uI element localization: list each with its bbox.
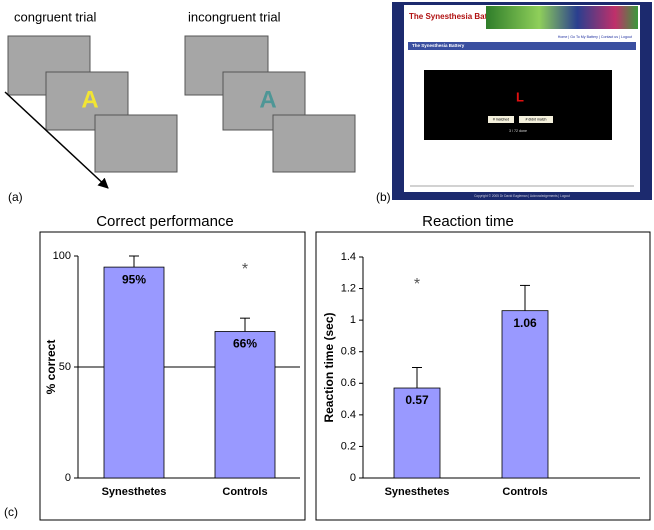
footer: Copyright © 2005 Dr David Eagleman | Ack… — [474, 194, 570, 198]
trial-letter: A — [259, 86, 276, 113]
trial-label: incongruent trial — [188, 9, 281, 24]
button[interactable] — [488, 116, 514, 123]
trial-letter: A — [81, 86, 98, 113]
button[interactable] — [519, 116, 553, 123]
y-tick-label: 0.8 — [341, 346, 356, 358]
y-tick-label: 100 — [53, 250, 71, 262]
panel-label: (a) — [8, 190, 23, 204]
chart-frame — [315, 231, 651, 521]
panel-label: (c) — [4, 505, 18, 519]
y-tick-label: 1 — [350, 314, 356, 326]
stimulus-frame — [94, 114, 178, 173]
y-tick-label: 0.2 — [341, 440, 356, 452]
chart-frame — [39, 231, 306, 521]
value-label: 66% — [233, 337, 257, 351]
x-tick-label: Controls — [222, 486, 267, 498]
panel-b: (b) The Synesthesia Battery Home | Go To… — [376, 2, 652, 204]
stimulus-letter: L — [516, 89, 524, 104]
panel-label: (b) — [376, 190, 391, 204]
time-arrow — [4, 91, 109, 189]
x-tick-label: Synesthetes — [385, 486, 450, 498]
significance-marker: * — [414, 276, 420, 293]
x-tick-label: Controls — [502, 486, 547, 498]
value-label: 0.57 — [405, 393, 429, 407]
chart-title: Correct performance — [96, 213, 234, 230]
bar — [501, 310, 549, 479]
significance-marker: * — [242, 261, 248, 278]
y-tick-label: 50 — [59, 361, 71, 373]
banner-image — [486, 6, 638, 29]
value-label: 1.06 — [513, 316, 537, 330]
header-bar — [408, 42, 636, 50]
stimulus-frame — [272, 114, 356, 173]
y-axis-label: Reaction time (sec) — [322, 312, 336, 422]
site-title: The Synesthesia Battery — [409, 12, 502, 21]
nav-links[interactable]: Home | Go To My Battery | Contact us | L… — [558, 35, 632, 39]
stimulus-box — [424, 70, 612, 140]
y-tick-label: 0.6 — [341, 377, 356, 389]
y-tick-label: 1.2 — [341, 282, 356, 294]
x-tick-label: Synesthetes — [102, 486, 167, 498]
progress: 3 / 72 done — [509, 129, 527, 133]
y-axis-label: % correct — [44, 340, 58, 395]
header-text: The Synesthesia Battery — [412, 43, 465, 48]
bar — [214, 331, 276, 479]
value-label: 95% — [122, 272, 146, 286]
y-tick-label: 0.4 — [341, 409, 356, 421]
button-label[interactable]: # matched — [493, 117, 509, 121]
y-tick-label: 0 — [350, 472, 356, 484]
panel-a: congruent trial incongruent trial A A (a… — [4, 9, 356, 204]
trial-label: congruent trial — [14, 9, 96, 24]
y-tick-label: 0 — [65, 472, 71, 484]
button-label[interactable]: # didnt match — [525, 117, 546, 121]
chart-title: Reaction time — [422, 213, 514, 230]
bar — [393, 387, 441, 479]
bar — [103, 266, 165, 479]
y-tick-label: 1.4 — [341, 251, 356, 263]
